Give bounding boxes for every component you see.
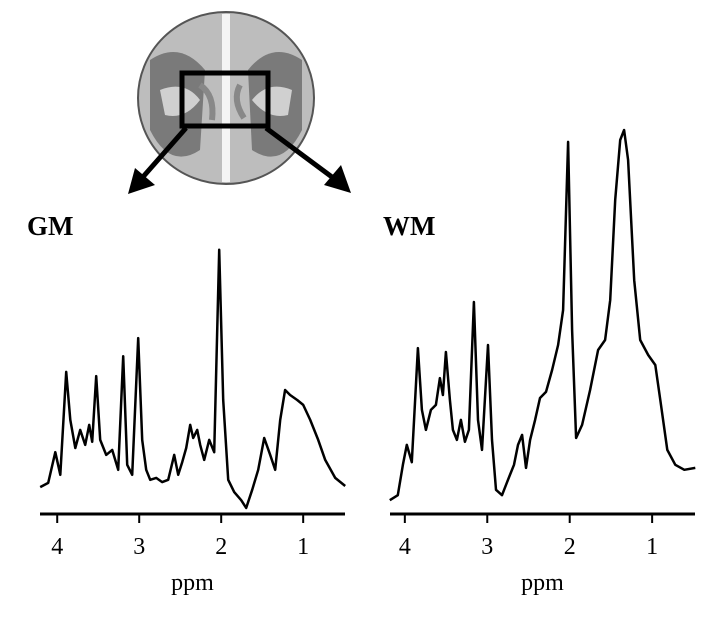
x-tick-label: 1 — [646, 534, 658, 560]
x-tick-label: 1 — [297, 534, 309, 560]
x-tick-label: 4 — [51, 534, 63, 560]
chart-title: GM — [27, 211, 74, 241]
x-axis-label: ppm — [521, 570, 564, 596]
x-tick-label: 3 — [133, 534, 145, 560]
brain-image — [137, 11, 315, 185]
x-tick-label: 3 — [481, 534, 493, 560]
chart-title: WM — [383, 211, 435, 241]
x-tick-label: 4 — [399, 534, 411, 560]
region-box — [179, 70, 271, 129]
arrows — [128, 125, 351, 194]
x-tick-label: 2 — [564, 534, 576, 560]
x-tick-label: 2 — [215, 534, 227, 560]
x-axis-label: ppm — [171, 570, 214, 596]
spectrum-line — [389, 128, 696, 502]
spectrum-line — [39, 248, 346, 510]
